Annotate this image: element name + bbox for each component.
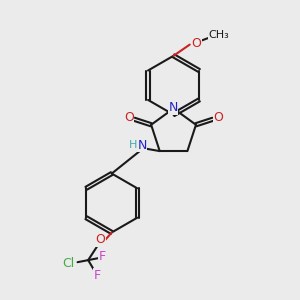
Text: O: O (191, 37, 201, 50)
Text: N: N (168, 101, 178, 114)
Text: F: F (99, 250, 106, 263)
Text: O: O (213, 111, 223, 124)
Text: F: F (94, 269, 101, 282)
Text: CH₃: CH₃ (209, 30, 230, 40)
Text: O: O (96, 233, 106, 246)
Text: O: O (124, 111, 134, 124)
Text: N: N (137, 139, 147, 152)
Text: H: H (129, 140, 137, 150)
Text: Cl: Cl (62, 257, 74, 270)
